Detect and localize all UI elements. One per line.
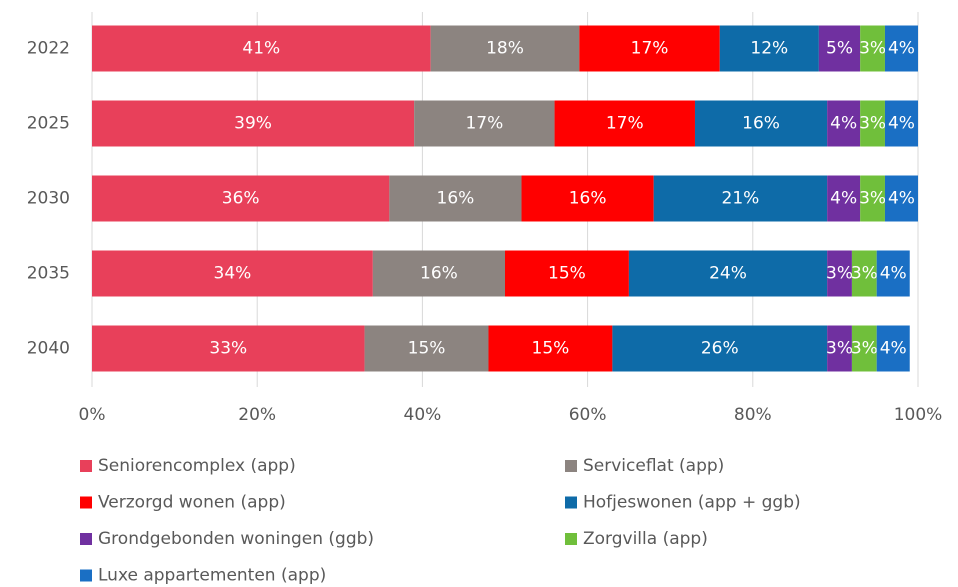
bar-segment [860, 175, 885, 222]
data-label: 16% [742, 114, 780, 134]
y-tick-label: 2025 [27, 114, 70, 134]
data-label: 21% [722, 189, 760, 209]
data-label: 4% [830, 189, 857, 209]
legend-label: Luxe appartementen (app) [98, 566, 326, 586]
data-label: 41% [242, 39, 280, 59]
x-tick-label: 100% [894, 405, 943, 425]
bar-segment [827, 100, 861, 147]
bar-segment [827, 175, 861, 222]
bar-segment [876, 325, 910, 372]
data-label: 39% [234, 114, 272, 134]
data-label: 18% [486, 39, 524, 59]
bar-segment [414, 100, 555, 147]
legend-label: Verzorgd wonen (app) [98, 493, 286, 513]
data-label: 24% [709, 264, 747, 284]
bar-segment [860, 100, 885, 147]
bar-segment [719, 25, 819, 72]
data-label: 15% [408, 339, 446, 359]
x-tick-label: 40% [404, 405, 442, 425]
data-label: 4% [880, 264, 907, 284]
bar-segment [92, 250, 373, 297]
bar-segment [694, 100, 828, 147]
y-tick-label: 2022 [27, 39, 70, 59]
y-tick-label: 2030 [27, 189, 70, 209]
data-label: 3% [851, 339, 878, 359]
bar-segment [851, 325, 877, 372]
bar-segment [389, 175, 522, 222]
data-label: 3% [826, 264, 853, 284]
data-label: 3% [859, 189, 886, 209]
legend-label: Serviceflat (app) [583, 456, 724, 476]
bar-segment [653, 175, 828, 222]
data-label: 4% [888, 114, 915, 134]
data-label: 4% [830, 114, 857, 134]
bar-segment [884, 25, 918, 72]
bar-segment [430, 25, 580, 72]
legend-label: Seniorencomplex (app) [98, 456, 296, 476]
legend-swatch [80, 496, 92, 509]
bar-segment [876, 250, 910, 297]
data-label: 4% [880, 339, 907, 359]
x-tick-label: 60% [569, 405, 607, 425]
legend-swatch [80, 569, 92, 582]
data-label: 3% [851, 264, 878, 284]
data-label: 15% [532, 339, 570, 359]
data-label: 3% [826, 339, 853, 359]
x-tick-label: 0% [79, 405, 106, 425]
bar-segment [827, 325, 852, 372]
bar-segment [827, 250, 852, 297]
x-tick-label: 80% [734, 405, 772, 425]
data-label: 16% [420, 264, 458, 284]
data-label: 17% [606, 114, 644, 134]
y-tick-label: 2040 [27, 339, 70, 359]
data-label: 34% [214, 264, 252, 284]
x-tick-label: 20% [238, 405, 276, 425]
data-label: 26% [701, 339, 739, 359]
bar-segment [92, 25, 431, 72]
bar-segment [521, 175, 654, 222]
legend-label: Grondgebonden woningen (ggb) [98, 529, 374, 549]
bar-segment [92, 325, 365, 372]
bar-segment [860, 25, 885, 72]
data-label: 16% [569, 189, 607, 209]
bar-segment [612, 325, 828, 372]
bar-segment [372, 250, 505, 297]
data-label: 4% [888, 39, 915, 59]
bar-segment [884, 175, 918, 222]
y-tick-label: 2035 [27, 264, 70, 284]
bar-segment [851, 250, 877, 297]
bar-segment [364, 325, 489, 372]
data-label: 33% [209, 339, 247, 359]
legend-label: Zorgvilla (app) [583, 529, 708, 549]
bar-segment [505, 250, 629, 297]
data-label: 17% [465, 114, 503, 134]
legend-label: Hofjeswonen (app + ggb) [583, 493, 801, 513]
bar-segment [884, 100, 918, 147]
legend-swatch [565, 496, 577, 509]
bar-segment [579, 25, 720, 72]
bar-segment [92, 100, 415, 147]
legend-swatch [80, 533, 92, 545]
data-label: 16% [437, 189, 475, 209]
data-label: 3% [859, 114, 886, 134]
data-label: 12% [750, 39, 788, 59]
bar-segment [818, 25, 861, 72]
legend-swatch [565, 533, 577, 545]
data-label: 4% [888, 189, 915, 209]
data-label: 17% [631, 39, 669, 59]
bar-segment [488, 325, 613, 372]
data-label: 5% [826, 39, 853, 59]
legend-swatch [565, 460, 577, 472]
legend-swatch [80, 460, 92, 472]
data-label: 36% [222, 189, 260, 209]
data-label: 3% [859, 39, 886, 59]
bar-segment [92, 175, 390, 222]
bar-segment [628, 250, 828, 297]
bar-segment [554, 100, 695, 147]
data-label: 15% [548, 264, 586, 284]
